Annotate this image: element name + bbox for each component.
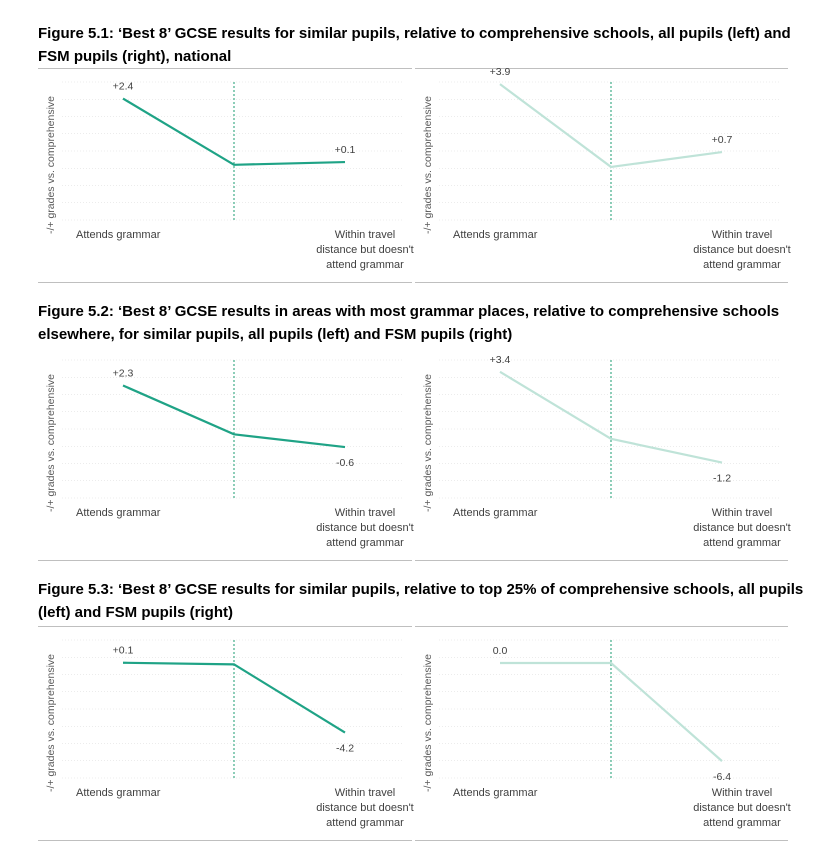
data-label: -1.2 (713, 473, 731, 485)
figure-5-1-title: Figure 5.1: ‘Best 8’ GCSE results for si… (38, 25, 791, 65)
figure-5-1-bottom-rule (38, 282, 412, 283)
x-label-within-travel: Within travel distance but doesn't attend … (316, 787, 414, 829)
y-axis-label: -/+ grades vs. comprehensive (45, 653, 57, 793)
x-label-attends-grammar: Attends grammar (76, 507, 161, 519)
figure-5-2-bottom-rule (38, 560, 412, 561)
figure-5-3-top-rule-right (415, 626, 788, 627)
x-label-within-travel: Within travel distance but doesn't attend … (693, 229, 791, 271)
figure-5-3-bottom-rule-right (415, 840, 788, 841)
y-axis-label: -/+ grades vs. comprehensive (422, 653, 434, 793)
data-label: -0.6 (336, 457, 354, 469)
x-label-attends-grammar: Attends grammar (453, 229, 538, 241)
data-label: +0.1 (113, 645, 134, 657)
chart-svg: +3.9 +0.7 (439, 66, 780, 221)
series-line (499, 83, 723, 169)
figure-5-1-top-rule (38, 68, 412, 69)
chart-svg: +2.4 +0.1 (62, 81, 403, 221)
data-label: +2.4 (113, 81, 134, 93)
data-label: +0.7 (712, 134, 733, 146)
series-line (122, 97, 346, 166)
series-line (122, 661, 346, 734)
figure-5-2-bottom-rule-right (415, 560, 788, 561)
y-axis-label: -/+ grades vs. comprehensive (422, 373, 434, 513)
chart-5-2-fsm-pupils: -/+ grades vs. comprehensive +3.4 -1.2 At… (415, 354, 791, 566)
chart-svg: +3.4 -1.2 (439, 354, 780, 499)
x-label-within-travel: Within travel distance but doesn't attend … (316, 507, 414, 549)
chart-5-2-all-pupils: -/+ grades vs. comprehensive +2.3 -0.6 At… (38, 358, 414, 566)
chart-5-1-fsm-pupils: -/+ grades vs. comprehensive +3.9 +0.7 At… (415, 66, 791, 288)
data-label: +3.9 (490, 66, 511, 78)
chart-svg: +2.3 -0.6 (62, 359, 403, 499)
chart-svg: 0.0 -6.4 (439, 639, 780, 783)
y-axis-label: -/+ grades vs. comprehensive (45, 95, 57, 235)
y-axis-label: -/+ grades vs. comprehensive (45, 373, 57, 513)
figure-5-1-top-rule-right (415, 68, 788, 69)
series-line (499, 370, 723, 464)
data-label: -4.2 (336, 743, 354, 755)
x-label-within-travel: Within travel distance but doesn't attend … (693, 787, 791, 829)
figure-5-3-top-rule (38, 626, 412, 627)
data-label: +3.4 (490, 354, 511, 366)
x-label-within-travel: Within travel distance but doesn't attend … (316, 229, 414, 271)
chart-5-3-fsm-pupils: -/+ grades vs. comprehensive 0.0 -6.4 Att… (415, 638, 791, 846)
x-label-within-travel: Within travel distance but doesn't attend … (693, 507, 791, 549)
data-label: +2.3 (113, 367, 134, 379)
chart-svg: +0.1 -4.2 (62, 639, 403, 779)
x-label-attends-grammar: Attends grammar (76, 229, 161, 241)
chart-5-1-all-pupils: -/+ grades vs. comprehensive +2.4 +0.1 At… (38, 80, 414, 288)
chart-5-3-all-pupils: -/+ grades vs. comprehensive +0.1 -4.2 At… (38, 638, 414, 846)
x-label-attends-grammar: Attends grammar (453, 507, 538, 519)
figure-5-3-bottom-rule (38, 840, 412, 841)
y-axis-label: -/+ grades vs. comprehensive (422, 95, 434, 235)
series-line (122, 384, 346, 449)
data-label: +0.1 (335, 144, 356, 156)
figure-5-2-title: Figure 5.2: ‘Best 8’ GCSE results in are… (38, 303, 780, 343)
x-label-attends-grammar: Attends grammar (453, 787, 538, 799)
figure-5-3-title: Figure 5.3: ‘Best 8’ GCSE results for si… (38, 581, 804, 621)
data-label: -6.4 (713, 771, 731, 783)
x-label-attends-grammar: Attends grammar (76, 787, 161, 799)
figure-5-1-bottom-rule-right (415, 282, 788, 283)
series-line (500, 661, 723, 762)
data-label: 0.0 (493, 645, 508, 657)
